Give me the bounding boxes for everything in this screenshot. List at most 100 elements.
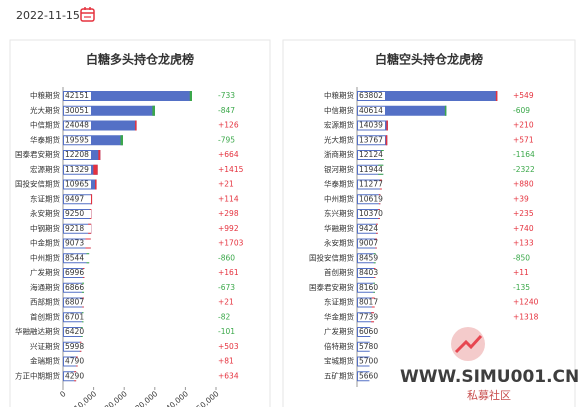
y-tick-label: 华泰期货 [30, 134, 60, 144]
change-label: -795 [218, 135, 235, 144]
change-segment [95, 179, 97, 190]
y-tick-label: 国投安信期货 [15, 179, 60, 189]
change-segment [495, 91, 498, 101]
value-label: 6996 [65, 268, 84, 277]
value-label-bg [64, 92, 91, 100]
value-label-bg [358, 328, 385, 336]
value-label: 8017 [359, 298, 378, 307]
value-label-bg [358, 357, 385, 366]
value-label-bg [358, 136, 385, 145]
value-label-bg [358, 165, 385, 174]
bar [63, 105, 155, 116]
value-label: 10619 [359, 194, 383, 203]
value-label-bg [64, 224, 91, 233]
change-segment [189, 91, 192, 101]
value-label-bg [64, 357, 91, 366]
y-tick-label: 东兴期货 [324, 208, 354, 218]
y-tick-label: 中信期货 [30, 120, 60, 130]
watermark-site: WWW.SIMU001.CN [400, 367, 579, 387]
change-label: -733 [218, 91, 235, 100]
change-label: -850 [513, 253, 530, 262]
value-label-bg [358, 92, 385, 100]
change-segment [90, 194, 93, 205]
value-label-bg [64, 372, 91, 381]
value-label: 9497 [65, 194, 84, 203]
change-label: +664 [218, 150, 239, 159]
y-tick-label: 宏源期货 [324, 120, 354, 130]
value-label: 6866 [65, 283, 84, 292]
change-label: +21 [218, 180, 234, 189]
change-label: +133 [513, 239, 534, 248]
value-label-bg [64, 298, 91, 307]
value-label: 9073 [65, 239, 84, 248]
watermark-tagline: 私募社区 [467, 388, 511, 402]
y-tick-label: 宏源期货 [30, 164, 60, 174]
y-tick-label: 广发期货 [324, 326, 354, 336]
value-label: 30051 [65, 106, 89, 115]
value-label: 42151 [65, 91, 89, 100]
change-segment [152, 105, 155, 116]
change-label: +21 [218, 298, 234, 307]
y-tick-label: 国泰君安期货 [15, 149, 60, 159]
y-tick-label: 海通期货 [30, 282, 60, 292]
value-label-bg [64, 106, 91, 115]
value-label: 9424 [359, 224, 378, 233]
value-label: 6420 [65, 327, 84, 336]
change-label: +1415 [218, 165, 244, 174]
value-label-bg [358, 195, 385, 204]
value-label-bg [358, 269, 385, 277]
value-label: 63802 [359, 91, 383, 100]
change-label: -860 [218, 253, 235, 262]
change-label: -101 [218, 327, 235, 336]
change-label: +298 [218, 209, 239, 218]
value-label: 10370 [359, 209, 383, 218]
value-label-bg [358, 298, 385, 307]
value-label: 9250 [65, 209, 84, 218]
value-label: 13767 [359, 135, 383, 144]
calendar-icon[interactable] [80, 7, 95, 22]
value-label-bg [64, 269, 91, 277]
change-label: +11 [513, 268, 529, 277]
date-input[interactable]: 2022-11-15 [16, 9, 80, 22]
bar [63, 91, 192, 101]
change-label: +114 [218, 194, 239, 203]
value-label-bg [358, 224, 385, 233]
y-tick-label: 国泰君安期货 [309, 282, 354, 292]
value-label: 19595 [65, 135, 89, 144]
value-label-bg [358, 342, 385, 351]
value-label: 8160 [359, 283, 378, 292]
change-label: -847 [218, 106, 235, 115]
value-label: 40614 [359, 106, 383, 115]
change-label: +549 [513, 91, 534, 100]
value-label-bg [64, 180, 91, 189]
y-tick-label: 五矿期货 [324, 370, 354, 380]
bar [63, 135, 123, 146]
change-label: +1703 [218, 239, 244, 248]
change-label: +1318 [513, 312, 539, 321]
change-label: +880 [513, 180, 534, 189]
change-segment [386, 120, 388, 131]
value-label: 8544 [65, 253, 84, 262]
value-label-bg [358, 106, 385, 115]
value-label: 11329 [65, 165, 89, 174]
value-label-bg [64, 239, 91, 248]
value-label: 4290 [65, 371, 84, 380]
value-label-bg [64, 210, 91, 218]
value-label-bg [358, 151, 385, 159]
change-label: +210 [513, 121, 534, 130]
value-label: 11944 [359, 165, 383, 174]
y-tick-label: 永安期货 [30, 208, 60, 218]
change-label: -609 [513, 106, 530, 115]
change-label: +81 [218, 357, 234, 366]
bar [63, 120, 137, 131]
y-tick-label: 中州期货 [324, 193, 354, 203]
y-tick-label: 光大期货 [30, 105, 60, 115]
y-tick-label: 华泰期货 [324, 179, 354, 189]
y-tick-label: 宝城期货 [324, 356, 354, 366]
change-segment [120, 135, 123, 146]
y-tick-label: 东证期货 [324, 297, 354, 307]
y-tick-label: 华融期货 [324, 223, 354, 233]
change-segment [93, 164, 98, 175]
